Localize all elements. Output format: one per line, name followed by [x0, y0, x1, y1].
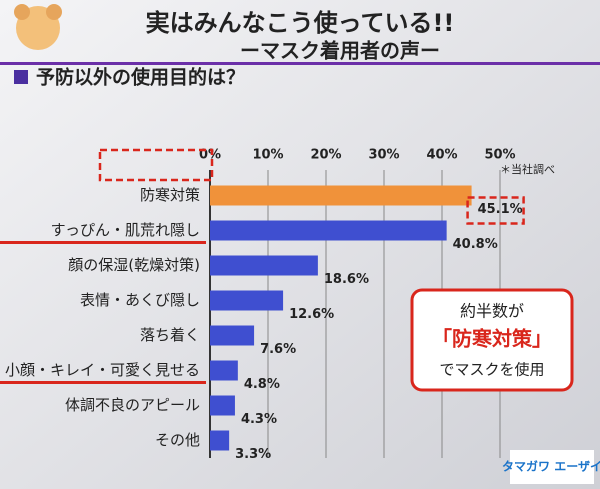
chart-title: 実はみんなこう使っている!! — [146, 9, 455, 37]
y-tick-label: その他 — [155, 431, 200, 449]
brand-box — [510, 450, 594, 484]
y-tick-label: 顔の保湿(乾燥対策) — [68, 256, 200, 274]
bar — [210, 255, 318, 276]
x-tick-label: 20% — [310, 148, 341, 163]
title-rule — [0, 62, 600, 65]
plot: 0% 10% 20% 30% 40% 50%防寒対策45.1%すっぴん・肌荒れ隠し40.8… — [0, 148, 525, 462]
logo — [14, 4, 62, 50]
x-tick-label: 30% — [368, 148, 399, 163]
bar — [210, 430, 230, 451]
callout-line: 「防寒対策」 — [432, 327, 552, 351]
value-label: 7.6% — [260, 342, 296, 357]
highlight-box — [98, 148, 214, 182]
bar — [210, 220, 447, 241]
callout-line: 約半数が — [460, 302, 524, 321]
y-tick-label: 防寒対策 — [140, 186, 200, 204]
value-label: 18.6% — [324, 272, 369, 287]
highlight-box — [466, 196, 525, 225]
note: ＊当社調べ — [500, 162, 555, 176]
bar — [210, 290, 284, 311]
bar — [210, 185, 472, 206]
x-tick-label: 10% — [252, 148, 283, 163]
callout-line: でマスクを使用 — [439, 361, 544, 379]
value-label: 4.3% — [241, 412, 277, 427]
bar — [210, 325, 255, 346]
y-tick-label: すっぴん・肌荒れ隠し — [51, 221, 200, 239]
callout-box — [410, 288, 574, 392]
value-label: 3.3% — [235, 447, 271, 462]
value-label: 4.8% — [244, 377, 280, 392]
question: 予防以外の使用目的は？ — [36, 66, 245, 89]
y-tick-label: 体調不良のアピール — [65, 396, 200, 414]
value-label: 12.6% — [289, 307, 334, 322]
x-tick-label: 50% — [484, 148, 515, 163]
value-label: 40.8% — [453, 237, 498, 252]
brand: タマガワ エーザイ — [502, 459, 600, 474]
x-tick-label: 40% — [426, 148, 457, 163]
chart-subtitle: ーマスク着用者の声ー — [240, 39, 440, 63]
bar — [210, 395, 235, 416]
value-label: 45.1% — [478, 202, 523, 217]
bullet — [14, 70, 28, 84]
y-tick-label: 小顔・キレイ・可愛く見せる — [5, 361, 200, 379]
y-tick-label: 落ち着く — [140, 326, 200, 344]
y-tick-label: 表情・あくび隠し — [80, 291, 200, 309]
bar — [210, 360, 238, 381]
